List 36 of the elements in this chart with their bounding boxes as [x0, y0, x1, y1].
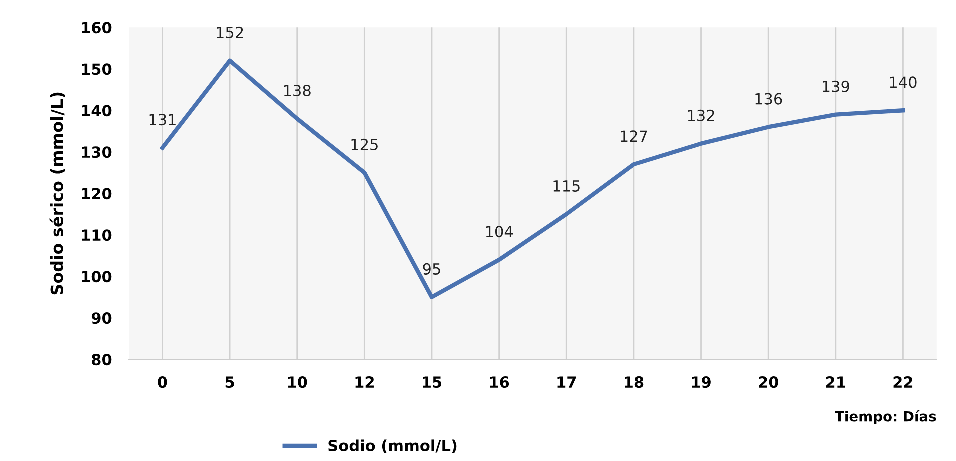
data-label: 140	[890, 76, 917, 88]
data-label: 138	[284, 84, 311, 97]
x-tick-label: 17	[558, 376, 576, 388]
x-tick-label: 19	[692, 376, 711, 388]
y-tick-label: 100	[82, 271, 112, 283]
y-tick-label: 140	[82, 105, 112, 117]
data-label: 139	[823, 80, 850, 92]
x-tick-label: 22	[894, 376, 913, 388]
data-label: 132	[688, 110, 714, 122]
data-label: 136	[756, 93, 782, 105]
data-label: 127	[621, 130, 648, 142]
y-axis-title: Sodio sérico (mmol/L)	[50, 92, 66, 295]
x-tick-label: 21	[826, 376, 846, 388]
y-tick-label: 160	[82, 22, 112, 34]
data-label: 115	[554, 180, 580, 192]
x-tick-label: 20	[759, 376, 778, 388]
x-tick-label: 16	[490, 376, 510, 388]
legend-label: Sodio (mmol/L)	[328, 440, 457, 454]
y-tick-label: 150	[82, 64, 112, 76]
x-tick-label: 15	[423, 376, 442, 388]
x-tick-label: 18	[625, 376, 644, 388]
y-tick-label: 80	[92, 354, 112, 366]
x-tick-label: 10	[288, 376, 308, 388]
data-label: 152	[217, 26, 244, 38]
y-tick-label: 120	[82, 188, 112, 200]
y-tick-label: 90	[92, 312, 112, 324]
data-label: 125	[352, 138, 378, 150]
data-label: 104	[486, 226, 514, 238]
data-label: 131	[150, 114, 176, 126]
x-tick-label: 5	[226, 376, 234, 388]
data-label: 95	[423, 263, 440, 275]
x-axis-title: Tiempo: Días	[835, 410, 936, 424]
x-tick-label: 12	[356, 376, 374, 388]
y-tick-label: 130	[82, 146, 112, 158]
y-tick-label: 110	[82, 230, 112, 242]
x-tick-label: 0	[158, 376, 168, 388]
